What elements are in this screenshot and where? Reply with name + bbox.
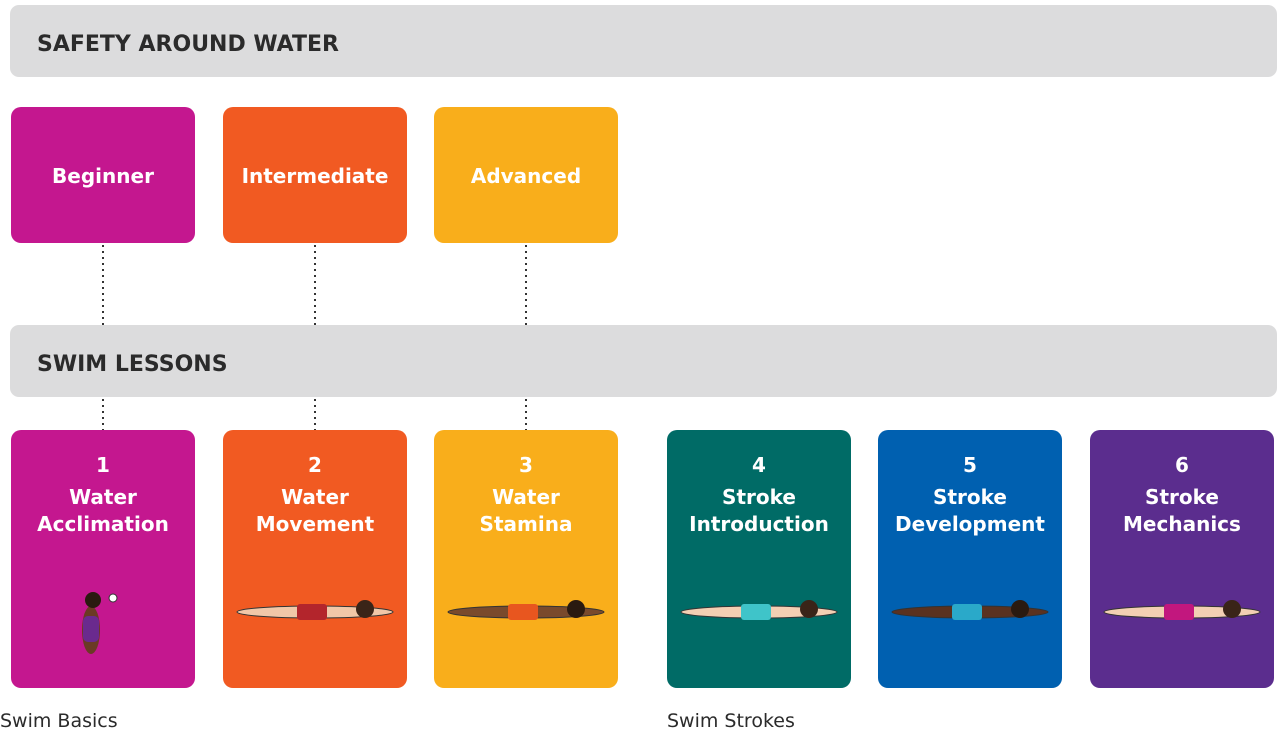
swimmer-suit	[508, 604, 538, 620]
swimmer-head	[356, 600, 374, 618]
lesson-name: Movement	[256, 512, 375, 536]
swimmer-suit	[741, 604, 771, 620]
bubble	[109, 594, 117, 602]
lesson-name: Water	[69, 485, 137, 509]
caption: Swim Basics	[0, 710, 118, 732]
section-title: SAFETY AROUND WATER	[37, 32, 339, 57]
lesson-number: 3	[519, 453, 533, 477]
lesson-name: Stamina	[480, 512, 573, 536]
lesson-name: Water	[492, 485, 560, 509]
lesson-name: Acclimation	[37, 512, 169, 536]
swimmer-suit	[297, 604, 327, 620]
swimmer-suit	[1164, 604, 1194, 620]
swimmer-head	[1011, 600, 1029, 618]
caption: Swim Strokes	[667, 710, 795, 732]
lesson-name: Development	[895, 512, 1045, 536]
level-label: Intermediate	[242, 164, 389, 188]
lesson-number: 2	[308, 453, 322, 477]
lesson-name: Stroke	[1145, 485, 1219, 509]
swimmer-head	[1223, 600, 1241, 618]
level-label: Beginner	[52, 164, 154, 188]
lesson-number: 5	[963, 453, 977, 477]
level-label: Advanced	[471, 164, 581, 188]
section-title: SWIM LESSONS	[37, 352, 228, 377]
lesson-name: Water	[281, 485, 349, 509]
swimmer-head	[85, 592, 101, 608]
lesson-number: 1	[96, 453, 110, 477]
swimmer-head	[567, 600, 585, 618]
swimmer-head	[800, 600, 818, 618]
lesson-name: Introduction	[689, 512, 829, 536]
swimmer-suit	[952, 604, 982, 620]
lesson-name: Mechanics	[1123, 512, 1241, 536]
lesson-name: Stroke	[722, 485, 796, 509]
diagram: SAFETY AROUND WATER SWIM LESSONS Swim Ba…	[0, 0, 1282, 737]
lesson-name: Stroke	[933, 485, 1007, 509]
swimmer-suit	[83, 616, 99, 642]
lesson-number: 4	[752, 453, 766, 477]
lesson-number: 6	[1175, 453, 1189, 477]
page: {"sections": [{"title": "SAFETY AROUND W…	[0, 0, 1282, 737]
